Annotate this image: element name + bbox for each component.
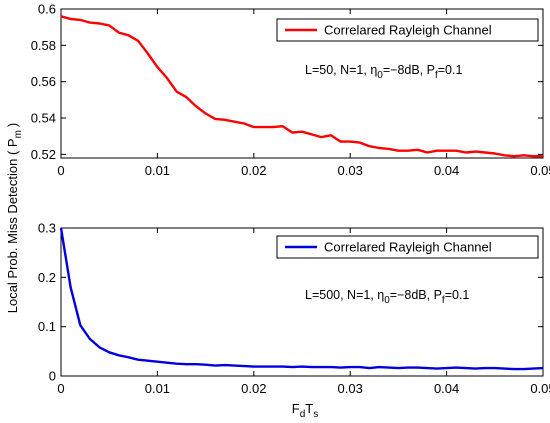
series-line: [59, 227, 544, 371]
y-tick-label: 0: [49, 369, 56, 384]
plot-frame: [60, 227, 544, 377]
y-tick-label: 0.2: [38, 270, 56, 285]
series-line: [60, 15, 543, 158]
x-tick-label: 0.04: [434, 163, 459, 178]
x-tick-label: 0.05: [530, 381, 550, 396]
legend-label: Correlared Rayleigh Channel: [324, 240, 492, 255]
x-tick-label: 0: [57, 381, 64, 396]
x-tick-label: 0.01: [145, 381, 170, 396]
x-axis-label: FdTs: [292, 401, 318, 420]
x-tick-label: 0.03: [338, 163, 363, 178]
y-tick-label: 0.58: [31, 38, 56, 53]
x-tick-label: 0.03: [338, 381, 363, 396]
y-axis-label: Local Prob. Miss Detection ( Pm): [5, 123, 24, 314]
parameter-annotation: L=50, N=1, η0=−8dB, Pf=0.1: [305, 63, 462, 81]
y-tick-label: 0.6: [38, 2, 56, 17]
legend-box: [276, 235, 539, 259]
y-tick-label: 0.3: [38, 221, 56, 236]
x-tick-label: 0: [57, 163, 64, 178]
plot-frame: [60, 8, 544, 159]
y-tick-label: 0.52: [31, 147, 56, 162]
parameter-annotation: L=500, N=1, η0=−8dB, Pf=0.1: [305, 288, 469, 306]
y-tick-label: 0.56: [31, 74, 56, 89]
x-tick-label: 0.05: [530, 163, 550, 178]
x-tick-label: 0.04: [434, 381, 459, 396]
x-tick-label: 0.01: [145, 163, 170, 178]
bottom-panel: 0 0.01 0.02 0.03 0.04 0.05 0 0.1 0.2 0.3 Correlare…: [38, 221, 550, 397]
y-tick-label: 0.1: [38, 319, 56, 334]
top-panel: 0 0.01 0.02 0.03 0.04 0.05 0.52 0.54 0.56 0.58 0.6…: [31, 2, 550, 179]
x-tick-label: 0.02: [241, 381, 266, 396]
legend-label: Correlared Rayleigh Channel: [324, 23, 492, 38]
y-tick-label: 0.54: [31, 111, 56, 126]
x-tick-label: 0.02: [241, 163, 266, 178]
legend-box: [276, 18, 539, 42]
